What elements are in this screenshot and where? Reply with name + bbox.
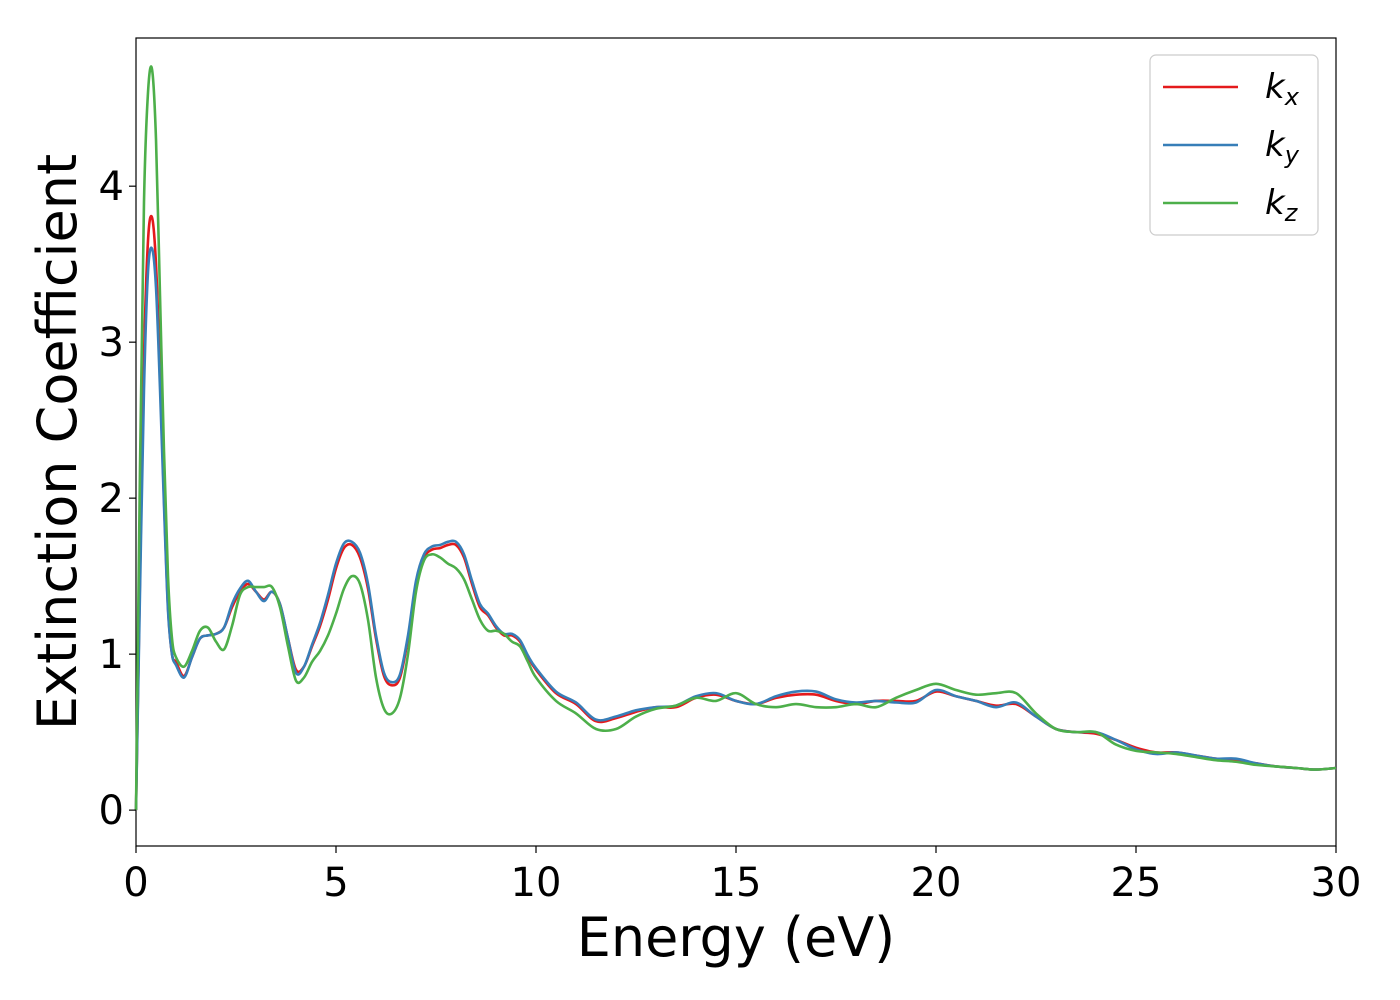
x-tick-label: 0 [123, 860, 148, 906]
y-tick-label: 0 [99, 788, 124, 834]
x-tick-label: 10 [511, 860, 562, 906]
plot-area [135, 37, 1337, 847]
x-tick-label: 25 [1111, 860, 1162, 906]
y-tick-label: 4 [99, 164, 124, 210]
legend-label-y: ky [1265, 125, 1300, 169]
y-tick-label: 1 [99, 632, 124, 678]
x-tick-label: 30 [1311, 860, 1362, 906]
series-line-y [134, 246, 1337, 811]
y-tick-label: 3 [99, 320, 124, 366]
x-tick-label: 5 [323, 860, 348, 906]
legend: kx ky kz [1149, 54, 1319, 236]
series-layer [134, 65, 1337, 811]
x-tick-label: 20 [911, 860, 962, 906]
x-axis-label: Energy (eV) [577, 906, 896, 969]
y-tick-label: 2 [99, 476, 124, 522]
legend-label-z: kz [1265, 183, 1299, 227]
legend-label-x: kx [1265, 67, 1300, 111]
series-line-z [134, 65, 1337, 811]
y-axis-label: Extinction Coefficient [26, 154, 89, 730]
ticks-layer: 0 5 10 15 20 25 30 0 1 2 3 4 [99, 164, 1362, 906]
x-tick-label: 15 [711, 860, 762, 906]
